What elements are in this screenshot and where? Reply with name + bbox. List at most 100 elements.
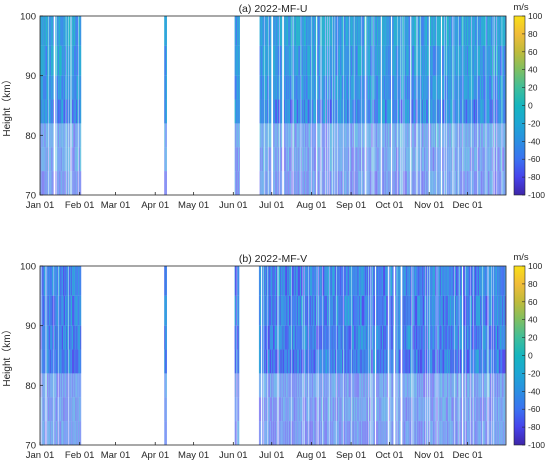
- heatmap-cell: [397, 171, 398, 195]
- heatmap-cell: [470, 123, 471, 147]
- heatmap-cell: [371, 266, 372, 296]
- heatmap-cell: [277, 266, 278, 296]
- heatmap-cell: [317, 296, 318, 326]
- heatmap-cell: [371, 373, 372, 397]
- heatmap-cell: [370, 296, 371, 326]
- heatmap-cell: [236, 421, 237, 445]
- heatmap-cell: [477, 147, 478, 171]
- heatmap-cell: [236, 266, 237, 296]
- heatmap-cell: [485, 76, 486, 100]
- heatmap-cell: [336, 16, 337, 46]
- heatmap-cell: [80, 76, 81, 100]
- heatmap-cell: [310, 76, 311, 100]
- heatmap-cell: [263, 397, 264, 421]
- heatmap-cell: [267, 350, 268, 374]
- heatmap-cell: [316, 373, 317, 397]
- heatmap-cell: [166, 326, 167, 350]
- heatmap-cell: [453, 171, 454, 195]
- heatmap-cell: [427, 421, 428, 445]
- heatmap-cell: [416, 147, 417, 171]
- heatmap-cell: [44, 397, 45, 421]
- heatmap-cell: [267, 123, 268, 147]
- heatmap-cell: [462, 123, 463, 147]
- heatmap-cell: [401, 16, 402, 46]
- heatmap-cell: [69, 171, 70, 195]
- heatmap-cell: [328, 123, 329, 147]
- colorbar-tick-label: -20: [528, 118, 541, 128]
- heatmap-cell: [324, 123, 325, 147]
- heatmap-cell: [290, 350, 291, 374]
- heatmap-cell: [420, 76, 421, 100]
- heatmap-cell: [429, 296, 430, 326]
- heatmap-cell: [267, 397, 268, 421]
- heatmap-cell: [267, 76, 268, 100]
- heatmap-cell: [69, 100, 70, 124]
- heatmap-cell: [310, 171, 311, 195]
- heatmap-cell: [462, 16, 463, 46]
- heatmap-cell: [373, 46, 374, 76]
- heatmap-cell: [278, 16, 279, 46]
- heatmap-cell: [319, 46, 320, 76]
- heatmap-cell: [80, 16, 81, 46]
- heatmap-cell: [400, 46, 401, 76]
- heatmap-cell: [435, 421, 436, 445]
- colorbar-tick-label: 100: [528, 11, 542, 21]
- heatmap-cell: [267, 171, 268, 195]
- heatmap-cell: [290, 397, 291, 421]
- heatmap-cell: [396, 296, 397, 326]
- heatmap-cell: [291, 76, 292, 100]
- heatmap-cell: [277, 421, 278, 445]
- heatmap-cell: [350, 296, 351, 326]
- heatmap-cell: [411, 296, 412, 326]
- heatmap-cell: [324, 16, 325, 46]
- heatmap-cell: [416, 46, 417, 76]
- heatmap-cell: [400, 296, 401, 326]
- heatmap-cell: [277, 350, 278, 374]
- heatmap-cell: [371, 100, 372, 124]
- heatmap-cell: [453, 16, 454, 46]
- heatmap-cell: [308, 326, 309, 350]
- heatmap-cell: [477, 171, 478, 195]
- heatmap-cell: [445, 171, 446, 195]
- heatmap-cell: [277, 373, 278, 397]
- heatmap-cell: [260, 266, 261, 296]
- heatmap-cell: [44, 326, 45, 350]
- x-tick-label: Dec 01: [453, 200, 483, 211]
- heatmap-cell: [400, 76, 401, 100]
- heatmap-cell: [470, 76, 471, 100]
- heatmap-cell: [238, 350, 239, 374]
- heatmap-cell: [370, 350, 371, 374]
- heatmap-cell: [336, 46, 337, 76]
- heatmap-cell: [370, 373, 371, 397]
- colorbar-label: m/s: [513, 2, 529, 13]
- heatmap-cell: [326, 123, 327, 147]
- heatmap-cell: [462, 46, 463, 76]
- heatmap-cell: [317, 350, 318, 374]
- heatmap-cell: [411, 350, 412, 374]
- heatmap-cell: [276, 373, 277, 397]
- heatmap-cell: [368, 266, 369, 296]
- heatmap-cell: [328, 16, 329, 46]
- heatmap-cell: [436, 16, 437, 46]
- heatmap-cell: [415, 147, 416, 171]
- heatmap-cell: [328, 266, 329, 296]
- heatmap-cell: [452, 171, 453, 195]
- heatmap-cell: [403, 46, 404, 76]
- heatmap-cell: [303, 421, 304, 445]
- heatmap-cell: [260, 326, 261, 350]
- heatmap-cell: [319, 16, 320, 46]
- heatmap-cell: [48, 123, 49, 147]
- heatmap-cell: [69, 46, 70, 76]
- heatmap-cell: [409, 16, 410, 46]
- heatmap-cell: [496, 46, 497, 76]
- heatmap-cell: [457, 76, 458, 100]
- heatmap-cell: [420, 16, 421, 46]
- heatmap-cell: [368, 350, 369, 374]
- heatmap-cell: [277, 326, 278, 350]
- heatmap-cell: [437, 266, 438, 296]
- heatmap-cell: [342, 76, 343, 100]
- heatmap-cell: [302, 266, 303, 296]
- heatmap-cell: [290, 326, 291, 350]
- heatmap-cell: [80, 123, 81, 147]
